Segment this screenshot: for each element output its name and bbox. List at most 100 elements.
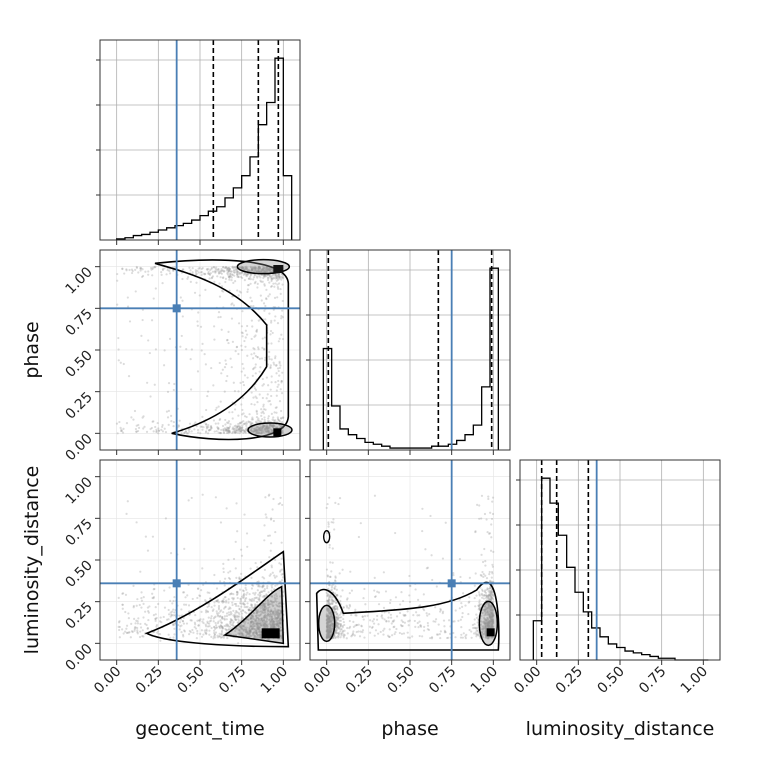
sample-point (249, 598, 252, 602)
sample-point (218, 270, 222, 273)
sample-point (250, 300, 253, 303)
sample-point (486, 597, 490, 600)
sample-point (476, 503, 479, 506)
sample-point (239, 625, 242, 628)
histogram-steps (532, 477, 709, 661)
sample-point (117, 625, 120, 628)
x-tick-label: 0.50 (384, 664, 417, 697)
sample-point (254, 631, 258, 634)
sample-point (474, 530, 477, 534)
sample-point (119, 361, 122, 364)
sample-point (241, 424, 244, 427)
sample-point (127, 375, 131, 378)
sample-point (171, 602, 174, 605)
sample-point (272, 497, 275, 501)
sample-point (267, 417, 270, 420)
sample-point (412, 614, 415, 617)
sample-point (127, 617, 130, 620)
sample-point (182, 591, 185, 594)
sample-point (245, 628, 248, 631)
sample-point (334, 501, 337, 504)
sample-point (262, 584, 265, 587)
sample-point (227, 275, 230, 278)
sample-point (224, 266, 228, 269)
sample-point (232, 270, 235, 273)
sample-point (268, 623, 271, 626)
sample-point (147, 270, 150, 273)
sample-point (210, 606, 213, 609)
sample-point (254, 620, 257, 623)
sample-point (267, 430, 270, 433)
sample-point (147, 611, 150, 614)
sample-point (152, 420, 155, 423)
sample-point (128, 631, 131, 634)
sample-point (224, 423, 227, 426)
sample-point (249, 275, 252, 278)
sample-point (220, 428, 223, 432)
sample-point (278, 614, 281, 617)
sample-point (240, 267, 243, 270)
sample-point (256, 412, 259, 416)
sample-point (371, 620, 374, 623)
sample-point (481, 560, 485, 564)
sample-point (254, 395, 257, 398)
sample-point (209, 269, 212, 272)
sample-point (227, 421, 230, 425)
sample-point (263, 524, 266, 527)
sample-point (204, 609, 208, 612)
sample-point (389, 598, 392, 602)
sample-point (172, 425, 175, 428)
sample-point (241, 609, 244, 612)
x-tick-label: 1.00 (468, 664, 501, 697)
sample-point (242, 419, 245, 423)
sample-point (232, 281, 235, 284)
sample-point (121, 603, 124, 606)
sample-point (258, 393, 261, 396)
sample-point (160, 428, 163, 431)
sample-point (238, 629, 241, 632)
sample-point (263, 284, 266, 287)
sample-point (262, 383, 265, 386)
sample-point (369, 619, 372, 622)
sample-point (238, 271, 242, 274)
sample-point (334, 601, 338, 604)
sample-point (223, 618, 226, 621)
sample-point (205, 426, 209, 429)
sample-point (219, 431, 222, 434)
sample-point (243, 430, 247, 434)
sample-point (242, 367, 245, 370)
sample-point (268, 603, 271, 606)
sample-point (217, 601, 220, 604)
sample-point (393, 632, 396, 636)
sample-point (120, 429, 123, 433)
sample-point (385, 619, 388, 623)
sample-point (329, 575, 332, 578)
sample-point (201, 620, 204, 623)
sample-point (462, 632, 465, 635)
sample-point (219, 271, 222, 274)
sample-point (249, 282, 252, 285)
sample-point (188, 266, 191, 269)
sample-point (123, 272, 126, 275)
sample-point (124, 610, 127, 614)
sample-point (155, 428, 158, 431)
sample-point (276, 274, 279, 277)
sample-point (339, 595, 342, 598)
sample-point (122, 632, 125, 635)
sample-point (118, 420, 121, 424)
sample-point (223, 615, 227, 618)
sample-point (197, 619, 201, 622)
sample-point (260, 271, 263, 274)
sample-point (254, 635, 257, 638)
sample-point (133, 409, 137, 413)
sample-point (267, 274, 270, 277)
sample-point (250, 587, 254, 590)
sample-point (277, 278, 280, 281)
sample-point (218, 635, 221, 638)
sample-point (243, 513, 246, 516)
sample-point (373, 494, 377, 497)
sample-point (243, 622, 246, 625)
sample-point (216, 599, 220, 602)
sample-point (257, 619, 260, 623)
